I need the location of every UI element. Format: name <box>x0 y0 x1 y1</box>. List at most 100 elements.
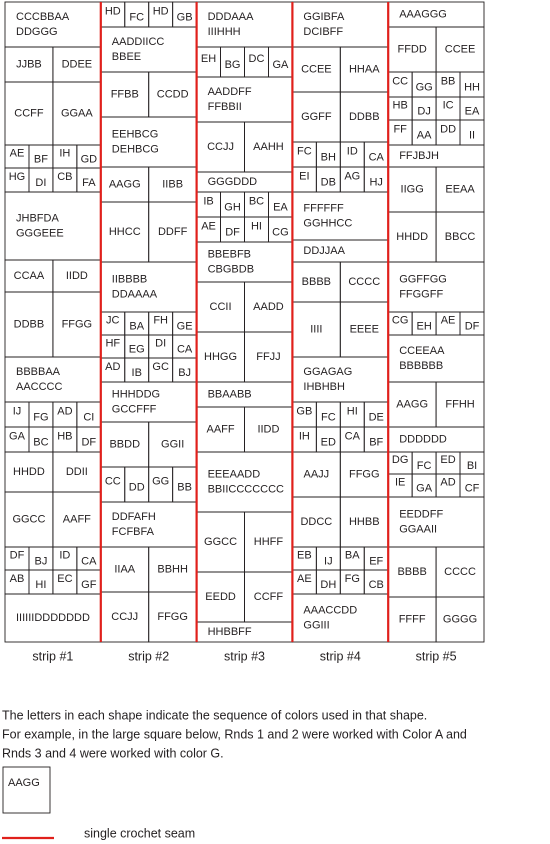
shape-label: FFBB <box>111 88 139 100</box>
legend-label: single crochet seam <box>84 826 195 840</box>
shape-label: IH <box>59 147 70 159</box>
shape-label: AADDFF <box>208 86 252 98</box>
shape-label: BBBB <box>302 276 331 288</box>
shape-label: DF <box>225 226 240 238</box>
shape-label: IIIHHH <box>208 26 241 38</box>
shape-label: HHCC <box>109 226 141 238</box>
shape-label: AAFF <box>206 423 234 435</box>
shape-label: DDDDDD <box>399 433 447 445</box>
shape-label: EH <box>201 53 216 65</box>
shape-label: HHBBFF <box>208 626 252 638</box>
shape-label: EEEAADD <box>208 468 261 480</box>
shape-label: BB <box>177 481 192 493</box>
shape-label: GGIII <box>303 619 329 631</box>
shape-label: HI <box>251 220 262 232</box>
shape-label: GG <box>416 81 433 93</box>
shape-label: AE <box>201 220 216 232</box>
shape-label: IIBBBB <box>112 273 147 285</box>
shape-label: CG <box>392 314 409 326</box>
shape-label: HHBB <box>349 516 380 528</box>
shape-label: CI <box>83 411 94 423</box>
shape-label: HHAA <box>349 63 380 75</box>
shape-label: AE <box>10 147 25 159</box>
shape-label: GB <box>177 11 193 23</box>
shape-label: EB <box>297 549 312 561</box>
shape-label: AAACCDD <box>303 604 357 616</box>
shape-label: ID <box>59 549 70 561</box>
shape-label: DDCC <box>300 516 332 528</box>
strip-label: strip #5 <box>416 649 457 663</box>
shape-label: DDII <box>66 466 88 478</box>
shape-label: AAGG <box>109 178 141 190</box>
shape-label: GGAAII <box>399 523 437 535</box>
shape-label: BC <box>249 195 264 207</box>
shape-label: CA <box>369 151 385 163</box>
shape-label: FC <box>297 145 312 157</box>
shape-label: HHFF <box>254 536 284 548</box>
shape-label: BJ <box>35 555 48 567</box>
shape-label: IHBHBH <box>303 381 345 393</box>
shape-label: DH <box>320 579 336 591</box>
shape-label: CA <box>81 555 97 567</box>
shape-label: BBAABB <box>208 388 252 400</box>
shape-label: CG <box>272 226 289 238</box>
shape-label: EEDD <box>205 591 236 603</box>
shape-label: HB <box>57 430 72 442</box>
strip-label: strip #1 <box>32 649 73 663</box>
shape-label: CCAA <box>14 270 45 282</box>
shape-label: GGGEEE <box>16 227 64 239</box>
shape-label: FG <box>33 411 48 423</box>
shape-label: EEDDFF <box>399 508 443 520</box>
shape-label: AAFF <box>63 513 91 525</box>
shape-label: GH <box>224 201 241 213</box>
shape <box>4 191 102 261</box>
shape-label: DI <box>35 177 46 189</box>
shape-label: CCFF <box>14 107 44 119</box>
shape-label: FFJBJH <box>399 150 439 162</box>
shape <box>196 1 293 48</box>
shape <box>100 501 198 548</box>
shape-label: GE <box>177 320 193 332</box>
shape-label: EI <box>299 170 309 182</box>
shape-label: JC <box>106 314 120 326</box>
shape-label: AA <box>417 129 432 141</box>
shape-label: GF <box>81 579 97 591</box>
shape <box>291 593 389 643</box>
shape-label: CC <box>392 75 408 87</box>
shape-label: DDBB <box>349 111 380 123</box>
shape-label: BB <box>441 75 456 87</box>
shape-label: DDEE <box>62 58 93 70</box>
shape-label: CA <box>345 430 361 442</box>
shape-label: GGHHCC <box>303 217 352 229</box>
shape-label: GD <box>81 153 98 165</box>
shape-label: AD <box>440 476 455 488</box>
shape-label: AG <box>344 170 360 182</box>
shape <box>100 116 198 168</box>
shape-label: IIGG <box>401 183 424 195</box>
shape-label: CB <box>57 171 72 183</box>
shape <box>196 451 293 513</box>
note-line: The letters in each shape indicate the s… <box>2 708 427 722</box>
shape <box>291 191 389 241</box>
shape-label: GGAA <box>61 107 93 119</box>
shape-label: IH <box>299 430 310 442</box>
shape-label: HD <box>105 5 121 17</box>
shape-label: IIDD <box>257 423 279 435</box>
shape-label: GGGDDD <box>208 176 258 188</box>
shape-label: DI <box>155 337 166 349</box>
shape-label: AB <box>10 573 25 585</box>
shape-label: GA <box>416 482 433 494</box>
shape-label: BBHH <box>157 563 188 575</box>
shape-label: CCDD <box>157 88 189 100</box>
shape-label: HHGG <box>204 351 237 363</box>
shape-label: CCJJ <box>207 141 234 153</box>
shape-label: IIDD <box>66 270 88 282</box>
shape-label: GA <box>9 430 26 442</box>
example-square <box>2 766 51 814</box>
shape <box>4 356 102 403</box>
shape <box>387 261 485 313</box>
shape-label: IB <box>132 367 142 379</box>
shape <box>435 596 485 643</box>
shape-label: JJBB <box>16 58 42 70</box>
